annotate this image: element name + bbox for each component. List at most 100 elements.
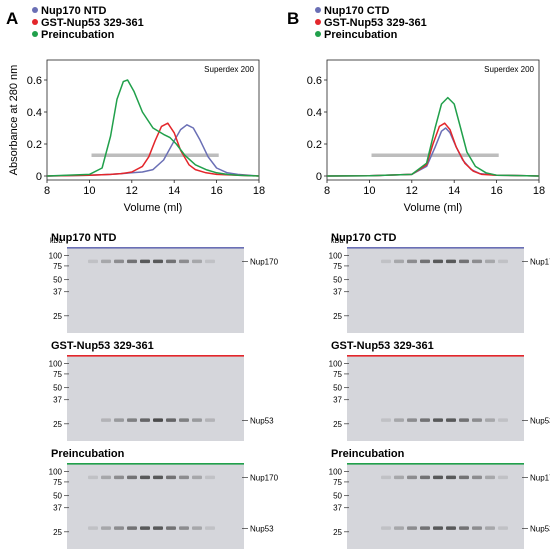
gel-band (101, 418, 111, 422)
gel-band (433, 526, 443, 530)
gel-marker-label: 75 (53, 478, 62, 487)
chart-a-xtick-label: 12 (126, 185, 138, 197)
gel-band-label: Nup170 (530, 474, 550, 483)
gel-band-label: Nup170 (250, 474, 279, 483)
gel-band (114, 526, 124, 530)
gel-band (459, 259, 469, 264)
chart-b-xtick-label: 8 (324, 185, 330, 197)
chart-a-ytick-label: 0.2 (27, 139, 42, 151)
gel-title: GST-Nup53 329-361 (331, 340, 434, 352)
gel-band-label: Nup53 (530, 416, 550, 425)
gel-band (498, 475, 508, 480)
gel-band (140, 418, 150, 422)
gel-band (101, 526, 111, 530)
gel-band (498, 259, 508, 264)
chart-b-xtick-label: 16 (490, 185, 502, 197)
gel-band (153, 259, 163, 264)
gel-band (127, 526, 137, 530)
gel-band (166, 418, 176, 422)
chart-a-series-line-0 (46, 124, 260, 177)
gel-band (179, 418, 189, 422)
gel-marker-label: 37 (333, 396, 342, 405)
gel-marker-label: 25 (53, 420, 62, 429)
gel-title: Nup170 CTD (331, 232, 396, 244)
gel-marker-label: 100 (49, 360, 63, 369)
gel-marker-label: 37 (333, 504, 342, 513)
gel-marker-label: 100 (329, 252, 343, 261)
chart-a-xtick-label: 18 (253, 185, 265, 197)
gel-marker-label: 25 (53, 312, 62, 321)
gel-band (433, 475, 443, 480)
chart-b-legend-label: GST-Nup53 329-361 (324, 17, 427, 29)
chart-b: Superdex 200 Volume (ml) 8 10 12 14 16 18 0 0.2… (307, 5, 545, 214)
gel-marker-label: 37 (53, 504, 62, 513)
panel-label-a: A (6, 9, 18, 28)
chart-a-ytick-label: 0 (36, 171, 42, 183)
chart-b-legend-marker (315, 19, 321, 25)
gel-band (420, 526, 430, 530)
gel-marker-label: 50 (333, 384, 342, 393)
chart-b-ytick-label: 0 (316, 171, 322, 183)
gel-band (179, 475, 189, 480)
gel-band (153, 418, 163, 422)
chart-a-legend-label: Preincubation (41, 29, 115, 41)
gel-band (485, 475, 495, 480)
chart-a-ticks: 8 10 12 14 16 18 0 0.2 0.4 0.6 (27, 75, 265, 197)
gel-marker-label: 25 (333, 420, 342, 429)
gel-panels: Nup170 NTD 100 75 50 37 25 Nup170 GST-Nup53 329… (49, 232, 550, 549)
chart-b-frame (326, 59, 540, 181)
gel-band (446, 259, 456, 264)
gel-title: Preincubation (51, 448, 125, 460)
gel-band (485, 259, 495, 264)
gel-band (420, 418, 430, 422)
gel-marker-label: 75 (333, 478, 342, 487)
chart-b-series-line-2 (326, 96, 540, 177)
gel-band (192, 475, 202, 480)
gel-band (472, 475, 482, 480)
gel-band (485, 526, 495, 530)
chart-a: Superdex 200 Volume (ml) Absorbance at 2… (8, 5, 265, 214)
chart-a-xtick-label: 10 (83, 185, 95, 197)
gel-marker-label: 25 (53, 528, 62, 537)
gel-band (420, 259, 430, 264)
gel-band (88, 475, 98, 480)
gel-band (140, 259, 150, 264)
gel-band (472, 259, 482, 264)
chart-b-ytick-label: 0.2 (307, 139, 322, 151)
chart-b-annotation: Superdex 200 (484, 65, 534, 74)
chart-b-legend-label: Preincubation (324, 29, 398, 41)
gel-marker-label: 50 (333, 276, 342, 285)
gel-band (153, 526, 163, 530)
gel-marker-label: 37 (333, 288, 342, 297)
gel-band (381, 526, 391, 530)
chart-a-xlabel: Volume (ml) (124, 202, 183, 214)
chart-b-ytick-label: 0.6 (307, 75, 322, 87)
gel-marker-label: 37 (53, 288, 62, 297)
gel-marker-label: 50 (53, 492, 62, 501)
chart-a-legend-marker (32, 19, 38, 25)
chart-a-ytick-label: 0.4 (27, 107, 42, 119)
gel-band (127, 475, 137, 480)
gel-band (140, 475, 150, 480)
chart-a-xtick-label: 14 (168, 185, 180, 197)
gel-band (394, 259, 404, 264)
gel-marker-label: 50 (53, 276, 62, 285)
gel-band (459, 475, 469, 480)
gel-title: Nup170 NTD (51, 232, 116, 244)
gel-band (179, 526, 189, 530)
gel-image (67, 355, 244, 441)
gel-marker-label: 100 (329, 360, 343, 369)
gel-band (205, 475, 215, 480)
chart-b-ytick-label: 0.4 (307, 107, 322, 119)
chart-a-legend-marker (32, 31, 38, 37)
chart-b-xlabel: Volume (ml) (404, 202, 463, 214)
chart-b-legend-label: Nup170 CTD (324, 5, 389, 17)
chart-a-xtick-label: 8 (44, 185, 50, 197)
chart-b-legend-marker (315, 31, 321, 37)
gel-band (459, 526, 469, 530)
chart-a-annotation: Superdex 200 (204, 65, 254, 74)
gel-band (498, 418, 508, 422)
